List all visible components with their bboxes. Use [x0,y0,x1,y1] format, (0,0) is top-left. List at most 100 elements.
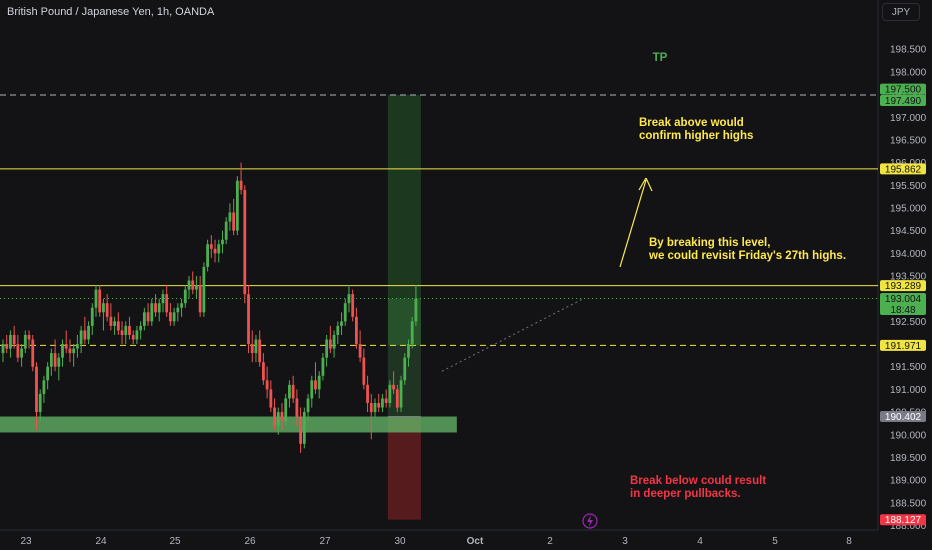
candle-body [79,330,83,345]
candle-body [377,403,381,408]
label-188127-box [880,514,926,526]
candle-body [395,389,399,408]
candle-body [165,294,169,313]
candle-body [232,212,236,231]
candle-body [83,330,87,340]
candle-body [373,403,377,413]
label-197500: 197.500 [885,85,922,96]
candle-body [161,294,165,304]
price-tick-label: 191.500 [890,362,927,373]
candle-body [1,344,5,354]
candle-body [9,334,12,349]
candle-body [90,307,94,326]
candle-body [332,334,336,349]
candle-body [358,344,362,358]
price-tick-label: 192.500 [890,317,927,328]
candle-body [105,303,109,317]
candle-body [388,384,392,403]
candle-body [276,412,280,426]
time-tick-label: 27 [319,536,331,547]
price-tick-label: 198.500 [890,45,927,56]
tp-label: TP [653,52,668,64]
candle-body [273,407,276,426]
candle-body [57,357,61,367]
candle-body [217,244,221,254]
candle-body [187,280,191,290]
price-tick-label: 195.000 [890,203,927,214]
candle-body [343,303,347,322]
label-191971: 191.971 [885,341,922,352]
candle-body [407,344,410,358]
candle-body [239,180,243,190]
candle-body [202,266,206,313]
candle-body [72,348,76,354]
candle-body [310,380,314,399]
label-193004-countdown: 18:48 [890,305,915,316]
price-tick-label: 194.000 [890,249,927,260]
candle-body [213,248,217,254]
candle-body [262,362,265,381]
lightning-bolt-icon [587,515,593,527]
arrow-head-icon [638,177,653,192]
label-193289: 193.289 [885,281,922,292]
note-break-above: Break above would [639,117,744,129]
time-tick-label: 25 [169,536,181,547]
candle-body [347,294,351,304]
label-193004-box [880,292,926,315]
note-break-below: Break below could result [630,475,766,487]
label-190402-box [880,411,926,423]
note-break-below: in deeper pullbacks. [630,488,741,500]
time-tick-label: 4 [697,536,703,547]
price-tick-label: 198.000 [890,67,927,78]
candle-body [131,334,135,340]
candle-body [336,325,340,335]
candle-body [157,303,161,313]
candle-body [139,325,143,331]
price-tick-label: 188.000 [890,521,927,532]
candle-body [235,180,239,231]
label-195862: 195.862 [885,164,922,175]
candle-body [295,398,299,417]
candle-body [284,398,288,422]
label-197490-box [880,95,926,107]
candle-body [128,325,131,335]
candle-body [113,321,116,326]
currency-button[interactable]: JPY [882,3,920,21]
candle-body [254,339,258,354]
label-197500-box [880,83,926,95]
candle-body [325,339,329,358]
candle-body [191,280,195,290]
candle-body [68,348,72,354]
arrow-shaft [619,179,647,268]
candle-body [150,303,154,322]
candle-body [280,412,284,422]
candle-body [102,303,105,313]
candle-body [16,344,20,358]
candle-body [306,398,310,413]
projection-line [441,298,584,372]
candle-body [87,325,90,340]
candle-body [317,375,321,390]
candle-body [250,344,254,354]
candle-body [12,334,16,345]
candle-body [362,357,366,385]
price-tick-label: 190.000 [890,430,927,441]
price-tick-label: 191.000 [890,385,927,396]
candle-body [392,384,395,390]
time-tick-label: 8 [846,536,852,547]
candle-body [169,312,172,322]
candle-body [76,344,79,349]
candle-body [302,412,306,444]
candle-body [321,357,325,376]
candle-body [23,334,27,349]
candle-body [209,244,213,249]
label-190402: 190.402 [885,412,922,423]
candle-body [142,312,146,326]
note-breaking-level: we could revisit Friday's 27th highs. [648,250,846,262]
candle-body [206,244,209,267]
price-tick-label: 189.000 [890,476,927,487]
candle-body [291,384,295,399]
candle-body [183,289,187,304]
candle-body [221,239,224,245]
